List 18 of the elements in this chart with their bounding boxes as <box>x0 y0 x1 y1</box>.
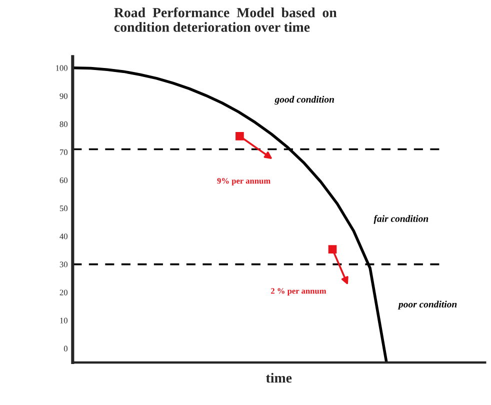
y-tick-label: 50 <box>60 206 68 212</box>
y-tick-label: 20 <box>60 290 68 296</box>
y-tick-label: 30 <box>60 262 68 268</box>
y-tick-label: 40 <box>60 234 68 240</box>
y-tick-label: 10 <box>60 318 68 324</box>
annotation: fair condition <box>374 214 428 224</box>
annotation: poor condition <box>398 300 457 310</box>
y-tick-label: 60 <box>60 177 68 184</box>
y-tick-label: 100 <box>56 65 68 71</box>
x-axis-title: time <box>266 372 292 383</box>
annotation: good condition <box>274 96 334 105</box>
y-tick-label: 0 <box>64 346 68 352</box>
y-tick-label: 70 <box>60 149 68 156</box>
y-tick-label: 90 <box>60 93 68 99</box>
y-tick-label: 80 <box>60 121 68 127</box>
annotation: 9% per annum <box>217 178 270 186</box>
chart-title: Road Performance Model based on condition deterioration over time <box>114 7 337 32</box>
annotation: 2 % per annum <box>270 288 326 296</box>
